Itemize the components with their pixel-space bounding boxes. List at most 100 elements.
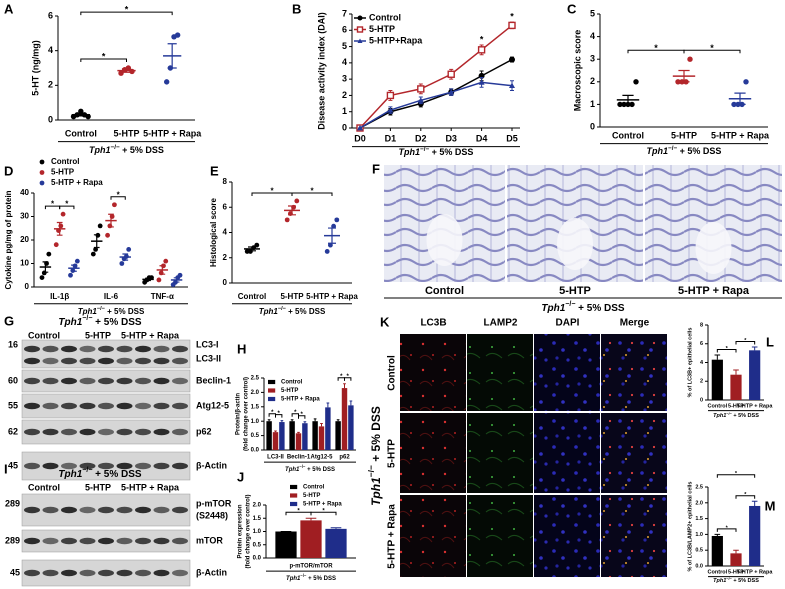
data-point — [328, 242, 333, 248]
data-point — [78, 108, 84, 115]
row-label: 5-HTP + Rapa — [387, 504, 398, 569]
data-point — [53, 242, 59, 248]
blot-band — [79, 402, 96, 410]
y-tick-label: 20 — [20, 235, 29, 244]
sem-bar — [248, 246, 256, 252]
blot-band — [116, 377, 133, 385]
blot-band — [153, 428, 170, 436]
panel-label: I — [4, 461, 8, 476]
blot-band — [98, 402, 114, 410]
y-tick-label: 1.0 — [253, 529, 262, 535]
fluorescence-image — [400, 413, 466, 493]
y-axis-label: Macroscopic score — [572, 30, 582, 112]
significance-label: * — [278, 411, 281, 417]
significance-bracket — [683, 49, 741, 54]
blot-band — [24, 462, 40, 470]
blot-band — [98, 428, 114, 436]
x-tick-label: 5-HTP — [728, 403, 744, 409]
error-bar — [303, 421, 307, 424]
y-axis-label: (fold change over control) — [244, 377, 250, 451]
y-axis-label: % of LC3B+ epithelial cells — [687, 328, 693, 398]
data-point — [731, 101, 737, 108]
lane-label: 5-HTP — [85, 482, 111, 492]
channel-label: DAPI — [556, 318, 580, 329]
y-tick-label: 1 — [590, 99, 595, 109]
data-point — [284, 217, 290, 223]
x-tick-label: LC3-II — [267, 455, 284, 461]
blot-band — [172, 357, 188, 365]
blot-band — [116, 345, 133, 353]
legend-label: 5-HTP + Rapa — [51, 178, 103, 187]
blot-band — [172, 462, 188, 470]
blot-band — [153, 345, 170, 353]
group-label: Tph1−/− + 5% DSS — [78, 306, 145, 316]
group-label: Tph1−/− + 5% DSS — [259, 306, 326, 316]
blot-band — [116, 506, 133, 514]
significance-label: * — [310, 186, 314, 195]
legend-label: 5-HTP — [281, 388, 298, 394]
row-label: (S2448) — [196, 510, 228, 520]
treatment: + 5% DSS — [92, 469, 142, 480]
blot-band — [135, 462, 151, 470]
legend-label: 5-HTP+Rapa — [369, 35, 423, 45]
bar — [289, 421, 295, 450]
genotype: −/− — [82, 467, 92, 474]
sem-bar — [42, 261, 49, 273]
genotype: −/− — [278, 306, 287, 312]
y-tick-label: 4 — [48, 45, 53, 55]
legend-label: 5-HTP + Rapa — [281, 397, 320, 403]
significance-label: * — [744, 338, 747, 344]
legend-label: Control — [51, 157, 79, 166]
fluorescence-image — [534, 334, 600, 411]
panel-label: H — [237, 341, 246, 356]
annotation: * — [510, 12, 514, 22]
legend-label: Control — [369, 12, 401, 22]
sem-bar — [173, 277, 180, 283]
y-tick-label: 2 — [342, 90, 347, 100]
group-label: Tph1−/− + 5% DSS — [647, 145, 722, 156]
blot-band — [24, 569, 40, 577]
group-label: Tph1−/− + 5% DSS — [58, 467, 142, 479]
x-tick-label: Control — [612, 130, 644, 140]
gene-name: Tph1 — [285, 467, 300, 473]
marker — [356, 26, 364, 33]
treatment: + 5% DSS — [369, 406, 383, 465]
gene-name: Tph1 — [58, 317, 82, 328]
x-tick-label: 5-HTP — [728, 569, 744, 575]
blot-band — [153, 402, 170, 410]
blot-band — [61, 569, 77, 577]
significance-bracket — [735, 495, 756, 499]
marker — [386, 91, 395, 100]
treatment: + 5% DSS — [575, 303, 625, 314]
bar — [325, 407, 331, 450]
error-bar — [274, 430, 277, 433]
significance-label: * — [654, 43, 658, 53]
sem-bar — [122, 253, 129, 261]
significance-label: * — [726, 525, 729, 531]
sem-bar — [622, 94, 634, 105]
error-bar — [733, 369, 739, 375]
gene-name: Tph1 — [369, 477, 383, 506]
gene-name: Tph1 — [78, 307, 98, 316]
blot-band — [98, 506, 114, 514]
y-tick-label: 0.5 — [695, 548, 703, 554]
legend-swatch — [290, 501, 298, 507]
significance-label: * — [744, 492, 747, 498]
sem-bar — [71, 264, 77, 272]
x-tick-label: p62 — [339, 455, 350, 461]
data-point — [129, 68, 135, 75]
molecular-weight: 45 — [10, 567, 20, 577]
treatment: + 5% DSS — [305, 467, 335, 473]
channel-label: LC3B — [420, 318, 446, 329]
data-point — [163, 79, 170, 85]
y-tick-label: 10 — [20, 259, 29, 268]
legend-swatch — [268, 379, 276, 385]
error-bar — [290, 419, 294, 422]
marker — [447, 70, 455, 78]
gene-name: Tph1 — [259, 307, 279, 316]
marker — [357, 125, 363, 131]
error-bar — [305, 517, 317, 521]
bar — [749, 505, 761, 566]
y-tick-label: 6 — [700, 341, 703, 347]
